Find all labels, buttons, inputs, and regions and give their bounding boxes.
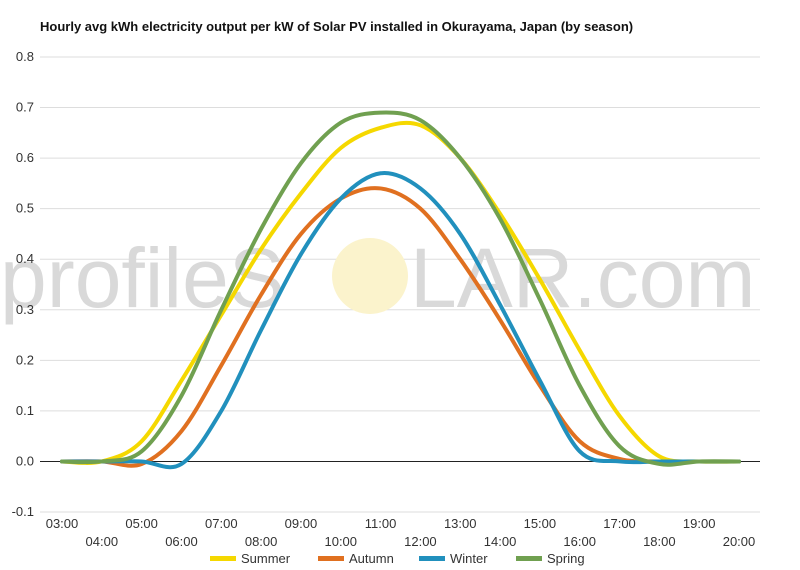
legend-label: Winter	[450, 551, 488, 566]
x-axis-ticks: 03:00 04:00 05:00 06:00 07:00 08:00 09:00 10:00…	[46, 516, 756, 549]
legend-item-summer[interactable]: Summer	[210, 551, 291, 566]
y-tick-label: 0.2	[16, 352, 34, 367]
x-tick-label: 15:00	[524, 516, 557, 531]
y-tick-label: 0.1	[16, 403, 34, 418]
legend-item-winter[interactable]: Winter	[419, 551, 488, 566]
legend-swatch	[516, 556, 542, 561]
x-tick-label: 04:00	[86, 534, 119, 549]
x-tick-label: 05:00	[125, 516, 158, 531]
legend-swatch	[318, 556, 344, 561]
watermark: profileS LAR.com	[0, 231, 755, 325]
legend-item-autumn[interactable]: Autumn	[318, 551, 394, 566]
y-tick-label: 0.8	[16, 49, 34, 64]
x-tick-label: 07:00	[205, 516, 238, 531]
x-tick-label: 11:00	[365, 516, 397, 531]
legend-label: Spring	[547, 551, 585, 566]
y-tick-label: 0.4	[16, 251, 34, 266]
x-tick-label: 19:00	[683, 516, 716, 531]
watermark-sun-icon	[332, 238, 408, 314]
y-tick-label: -0.1	[12, 504, 34, 519]
x-tick-label: 17:00	[603, 516, 636, 531]
legend-swatch	[419, 556, 445, 561]
series-line-summer	[60, 120, 741, 465]
legend-label: Autumn	[349, 551, 394, 566]
series-lines	[60, 110, 741, 470]
x-tick-label: 13:00	[444, 516, 477, 531]
chart-title: Hourly avg kWh electricity output per kW…	[40, 19, 634, 34]
x-tick-label: 03:00	[46, 516, 79, 531]
x-tick-label: 08:00	[245, 534, 278, 549]
legend: Summer Autumn Winter Spring	[210, 551, 585, 566]
x-tick-label: 09:00	[285, 516, 318, 531]
x-tick-label: 14:00	[484, 534, 517, 549]
y-axis-ticks: 0.8 0.7 0.6 0.5 0.4 0.3 0.2 0.1 0.0 -0.1	[12, 49, 34, 519]
series-line-spring	[60, 110, 741, 467]
series-line-autumn	[60, 186, 741, 468]
series-line-winter	[60, 171, 741, 470]
y-tick-label: 0.6	[16, 150, 34, 165]
x-tick-label: 16:00	[563, 534, 596, 549]
x-tick-label: 20:00	[723, 534, 756, 549]
legend-label: Summer	[241, 551, 291, 566]
x-tick-label: 18:00	[643, 534, 676, 549]
y-tick-label: 0.5	[16, 201, 34, 216]
y-tick-label: 0.0	[16, 453, 34, 468]
legend-swatch	[210, 556, 236, 561]
legend-item-spring[interactable]: Spring	[516, 551, 585, 566]
y-tick-label: 0.7	[16, 100, 34, 115]
y-tick-label: 0.3	[16, 302, 34, 317]
x-tick-label: 10:00	[324, 534, 357, 549]
x-tick-label: 12:00	[404, 534, 437, 549]
watermark-text-right: LAR.com	[410, 231, 755, 325]
x-tick-label: 06:00	[165, 534, 198, 549]
